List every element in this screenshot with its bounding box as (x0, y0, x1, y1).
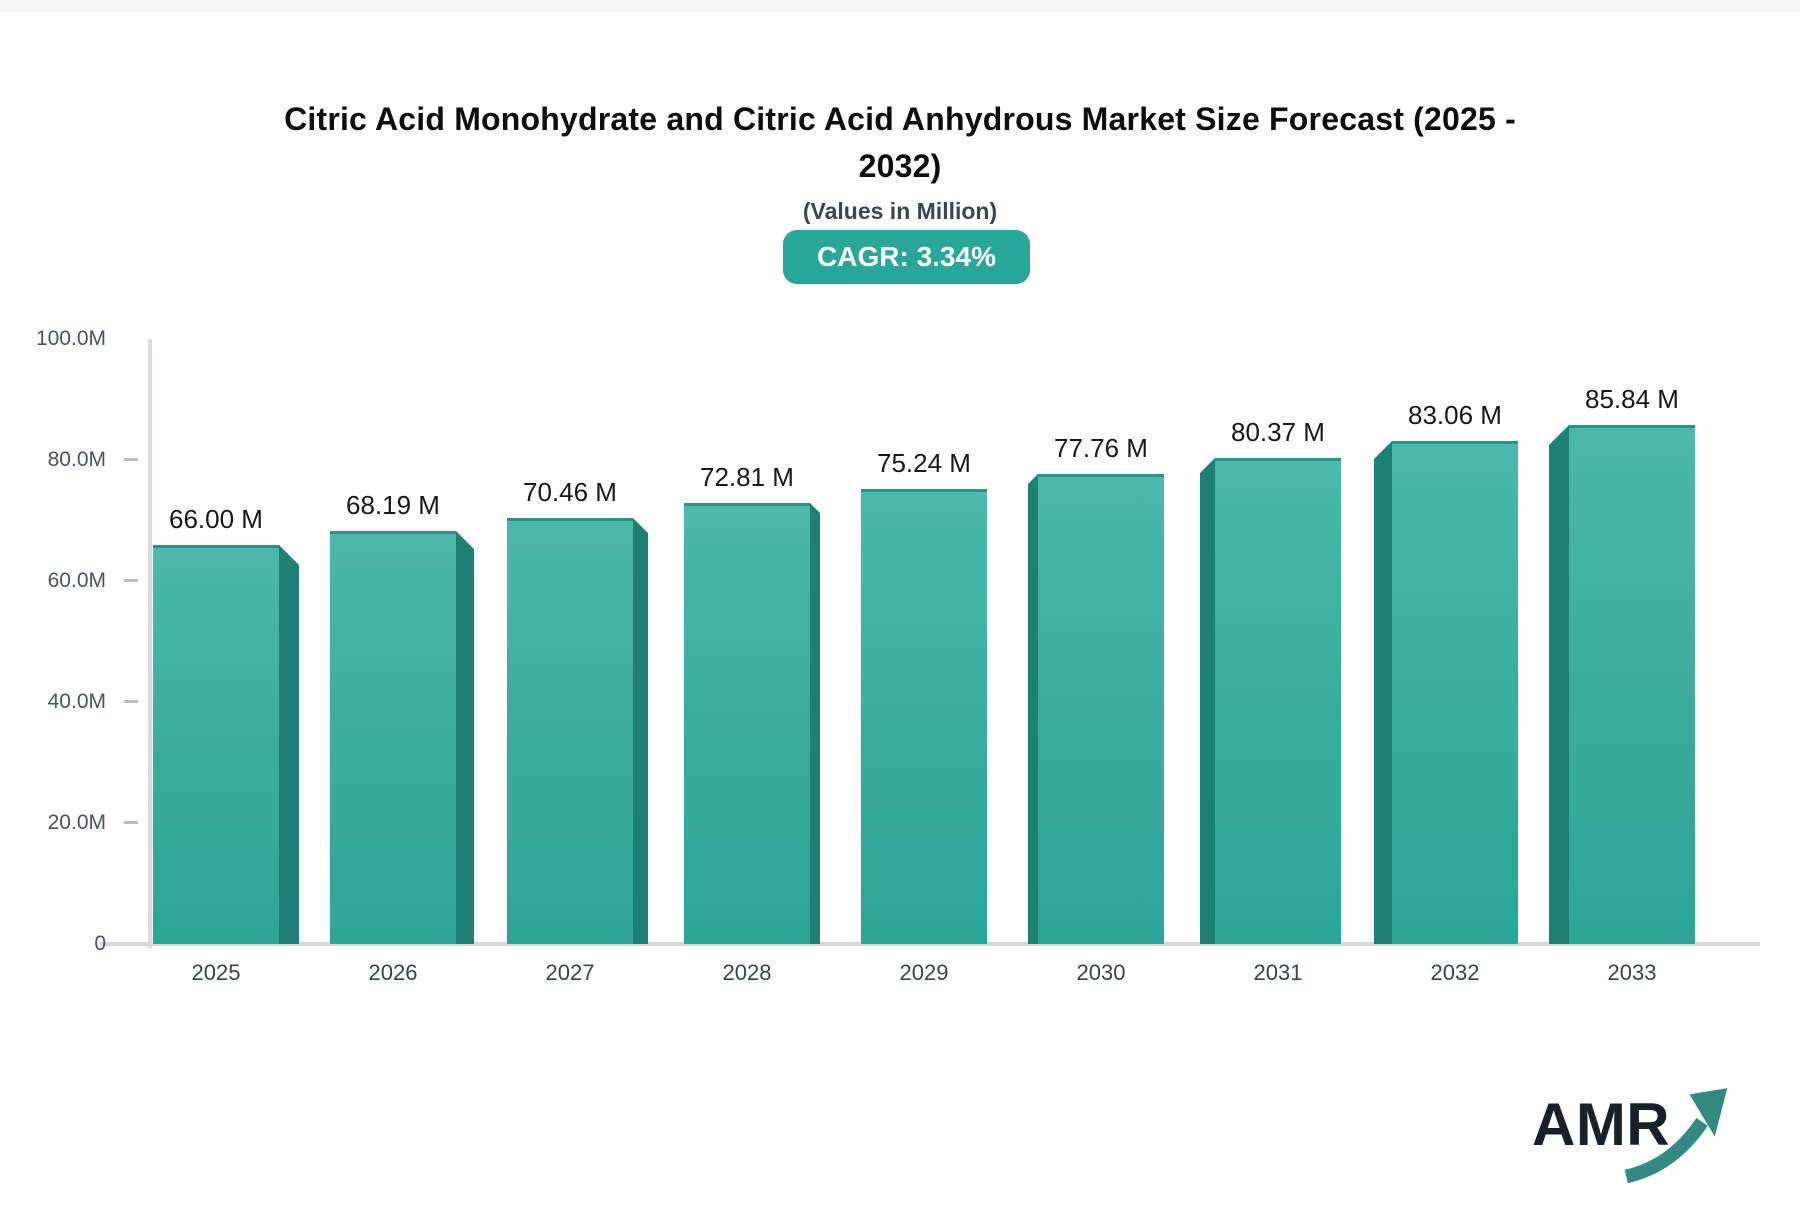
y-axis-tick-dash (124, 458, 138, 461)
y-axis-tick-label: 0 (94, 932, 106, 955)
x-axis-label-2027: 2027 (545, 960, 595, 985)
x-axis-label-2031: 2031 (1253, 960, 1303, 985)
cagr-badge-label: CAGR: 3.34% (817, 241, 996, 272)
chart-subtitle: (Values in Million) (802, 198, 998, 224)
chart-title-line-2: 2032) (858, 148, 942, 184)
x-axis-label-2030: 2030 (1076, 960, 1126, 985)
bar-3d-side-2033 (1549, 425, 1569, 944)
bar-3d-side-2027 (633, 518, 648, 944)
amr-logo: AMR (1532, 1088, 1752, 1200)
chart-title-line-1: Citric Acid Monohydrate and Citric Acid … (284, 101, 1516, 137)
bar-column-2027[interactable] (507, 518, 633, 944)
bar-3d-side-2032 (1374, 441, 1392, 944)
bar-value-label-2030: 77.76 M (1054, 433, 1148, 463)
bar-column-2033[interactable] (1569, 425, 1695, 944)
chart-title: Citric Acid Monohydrate and Citric Acid … (0, 96, 1800, 190)
bar-value-label-2033: 85.84 M (1585, 384, 1679, 414)
bar-3d-side-2031 (1200, 458, 1215, 944)
y-axis-tick-label: 60.0M (47, 569, 106, 592)
bar-column-2026[interactable] (330, 531, 456, 944)
bar-column-2032[interactable] (1392, 441, 1518, 944)
bar-column-2028[interactable] (684, 503, 810, 944)
bar-value-label-2025: 66.00 M (169, 504, 263, 534)
x-axis-label-2033: 2033 (1607, 960, 1657, 985)
bar-value-label-2027: 70.46 M (523, 477, 617, 507)
bar-value-label-2028: 72.81 M (700, 462, 794, 492)
chart-card: Citric Acid Monohydrate and Citric Acid … (0, 12, 1800, 1212)
bar-value-label-2026: 68.19 M (346, 490, 440, 520)
x-axis-label-2025: 2025 (191, 960, 241, 985)
bar-value-label-2031: 80.37 M (1231, 417, 1325, 447)
bar-column-2025[interactable] (153, 545, 279, 944)
bar-column-2029[interactable] (861, 489, 987, 944)
x-axis-label-2029: 2029 (899, 960, 949, 985)
x-axis-label-2032: 2032 (1430, 960, 1480, 985)
x-axis-label-2028: 2028 (722, 960, 772, 985)
y-axis-tick-label: 40.0M (47, 690, 106, 713)
y-axis-tick-label: 20.0M (47, 811, 106, 834)
bar-value-label-2032: 83.06 M (1408, 400, 1502, 430)
y-axis-tick-label: 80.0M (47, 448, 106, 471)
y-axis-tick-dash (124, 821, 138, 824)
y-axis-tick-dash (124, 579, 138, 582)
y-axis-tick-label: 100.0M (35, 327, 106, 350)
cagr-badge: CAGR: 3.34% (783, 230, 1030, 284)
bar-3d-side-2026 (456, 531, 474, 944)
bar-value-label-2029: 75.24 M (877, 448, 971, 478)
bar-column-2030[interactable] (1038, 474, 1164, 944)
bar-3d-side-2028 (810, 503, 820, 944)
bar-3d-side-2025 (279, 545, 299, 944)
bar-column-2031[interactable] (1215, 458, 1341, 944)
growth-arrow-icon (1624, 1088, 1728, 1184)
x-axis-label-2026: 2026 (368, 960, 418, 985)
x-axis-line (100, 942, 1760, 946)
bar-3d-side-2030 (1028, 474, 1038, 944)
amr-logo-text: AMR (1532, 1091, 1671, 1158)
y-axis-tick-dash (124, 700, 138, 703)
y-axis-line (148, 339, 152, 948)
